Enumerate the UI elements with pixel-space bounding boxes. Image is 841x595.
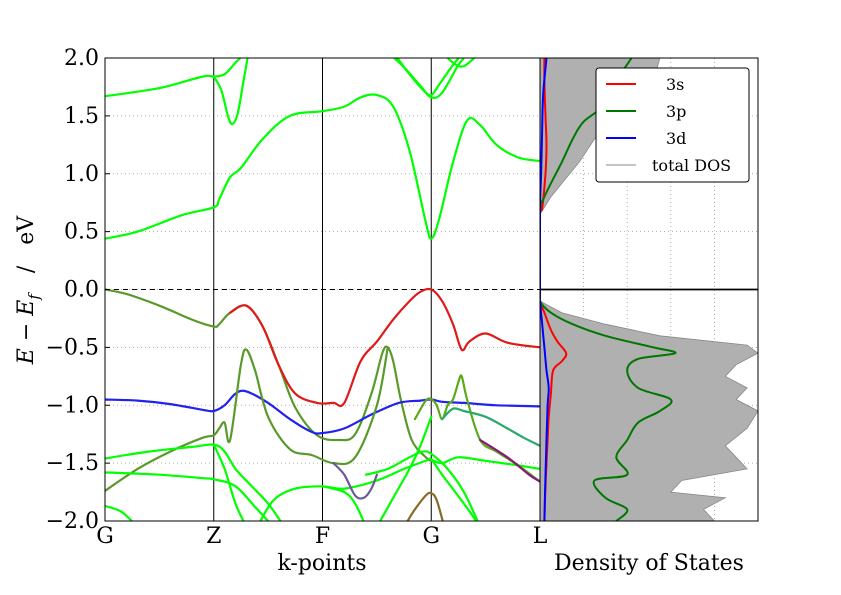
- x-tick-label: L: [533, 524, 548, 549]
- y-axis-title-e: E: [14, 348, 39, 365]
- dos-panel: Density of States 3s 3p 3d total DOS: [539, 57, 759, 576]
- band-line: [105, 346, 389, 492]
- y-axis-title-unit: / eV: [14, 215, 39, 294]
- x-axis-title: k-points: [277, 551, 366, 576]
- band-line: [105, 471, 270, 521]
- dos-series-line-3p: [540, 58, 677, 521]
- band-line: [212, 443, 245, 521]
- band-line: [105, 58, 242, 98]
- band-line: [105, 389, 540, 435]
- y-axis-title-sub: f: [25, 292, 43, 301]
- y-tick-label: −1.0: [46, 393, 99, 418]
- band-line: [441, 407, 540, 447]
- legend-label: 3s: [666, 75, 684, 94]
- y-tick-label: 0.0: [64, 278, 99, 303]
- x-tick-label: Z: [206, 524, 221, 549]
- y-tick-label: −0.5: [46, 335, 99, 360]
- dos-series-line-3d: [540, 58, 550, 521]
- band-line: [332, 462, 378, 500]
- y-tick-label: 2.0: [64, 46, 99, 71]
- band-line: [105, 288, 433, 462]
- band-line: [364, 450, 479, 521]
- y-ticks: 2.0 1.5 1.0 0.5 0.0 −0.5 −1.0 −1.5 −2.0: [46, 46, 110, 534]
- y-tick-label: 1.0: [64, 162, 99, 187]
- band-line: [479, 438, 540, 483]
- dos-plot-frame: [539, 57, 759, 522]
- dos-axis-title: Density of States: [554, 551, 744, 576]
- x-tick-label: G: [96, 524, 114, 549]
- band-line: [105, 504, 134, 521]
- y-axis-title-minus: −: [14, 316, 39, 348]
- band-lines: [105, 58, 540, 521]
- dos-legend: 3s 3p 3d total DOS: [595, 67, 750, 183]
- band-line: [105, 93, 540, 240]
- legend-frame: [595, 67, 750, 183]
- dos-series: [540, 58, 758, 521]
- y-tick-label: 0.5: [64, 220, 99, 245]
- legend-label: 3d: [666, 129, 686, 148]
- dos-total-area: [540, 58, 758, 521]
- x-tick-label: F: [315, 524, 330, 549]
- band-line: [259, 457, 478, 521]
- y-tick-label: −1.5: [46, 451, 99, 476]
- band-structure-panel: 2.0 1.5 1.0 0.5 0.0 −0.5 −1.0 −1.5 −2.0 G Z F G L k-…: [14, 46, 548, 576]
- legend-label: total DOS: [652, 156, 731, 175]
- band-line: [446, 58, 476, 68]
- legend-label: 3p: [666, 102, 686, 121]
- band-line: [413, 374, 540, 483]
- band-line: [321, 485, 365, 521]
- y-tick-label: −2.0: [46, 509, 99, 534]
- band-line: [105, 443, 282, 521]
- band-line: [396, 58, 461, 97]
- y-axis-title: E − Ef / eV: [14, 215, 43, 366]
- band-line: [229, 287, 540, 408]
- band-line: [406, 491, 444, 521]
- band-line: [378, 415, 433, 521]
- x-tick-label: G: [422, 524, 440, 549]
- band-line: [212, 58, 249, 126]
- y-axis-title-e2: E: [14, 300, 39, 317]
- dos-series-line-3s: [540, 58, 568, 521]
- y-tick-label: 1.5: [64, 104, 99, 129]
